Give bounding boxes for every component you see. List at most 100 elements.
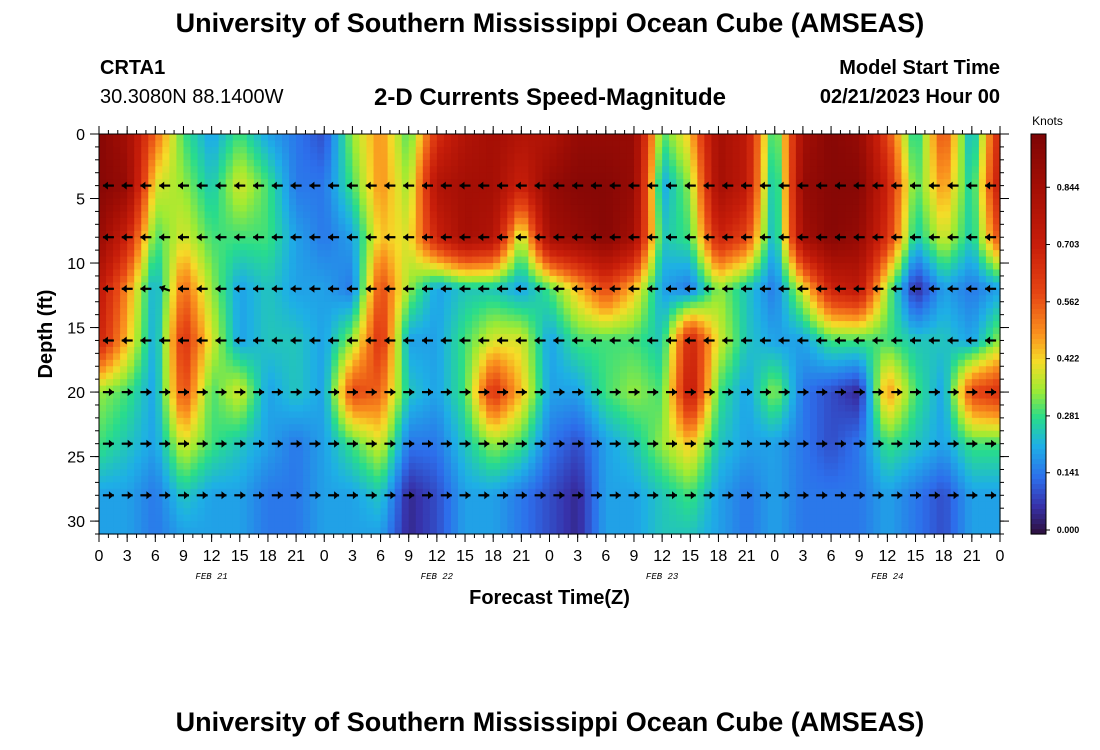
heatmap-cell xyxy=(795,263,804,271)
heatmap-cell xyxy=(908,359,917,367)
heatmap-cell xyxy=(838,217,846,225)
heatmap-cell xyxy=(648,224,656,232)
heatmap-cell xyxy=(612,295,621,303)
heatmap-cell xyxy=(577,172,586,180)
heatmap-cell xyxy=(619,263,628,271)
heatmap-cell xyxy=(296,301,304,309)
heatmap-cell xyxy=(450,237,459,245)
heatmap-cell xyxy=(401,334,410,342)
heatmap-cell xyxy=(781,295,790,303)
heatmap-cell xyxy=(183,146,192,154)
heatmap-cell xyxy=(971,288,980,296)
heatmap-cell xyxy=(415,340,424,348)
heatmap-cell xyxy=(127,327,135,335)
heatmap-cell xyxy=(676,346,684,354)
heatmap-cell xyxy=(690,269,698,277)
heatmap-cell xyxy=(718,250,727,258)
heatmap-cell xyxy=(521,172,529,180)
heatmap-cell xyxy=(183,353,192,361)
heatmap-cell xyxy=(408,179,417,187)
heatmap-cell xyxy=(542,372,551,380)
heatmap-cell xyxy=(373,250,382,258)
heatmap-cell xyxy=(866,275,874,283)
heatmap-cell xyxy=(120,192,128,200)
heatmap-cell xyxy=(246,295,255,303)
heatmap-cell xyxy=(549,204,558,213)
heatmap-cell xyxy=(767,275,776,283)
heatmap-cell xyxy=(795,198,804,206)
heatmap-cell xyxy=(936,237,945,245)
heatmap-cell xyxy=(352,288,361,296)
heatmap-cell xyxy=(324,243,332,251)
heatmap-cell xyxy=(704,366,712,374)
heatmap-cell xyxy=(760,295,769,303)
heatmap-cell xyxy=(838,204,846,213)
heatmap-cell xyxy=(633,295,642,303)
heatmap-cell xyxy=(486,301,494,309)
heatmap-cell xyxy=(852,179,860,187)
heatmap-cell xyxy=(683,269,691,277)
heatmap-cell xyxy=(422,217,431,225)
heatmap-cell xyxy=(556,275,565,283)
heatmap-cell xyxy=(486,314,494,322)
heatmap-cell xyxy=(619,379,628,387)
heatmap-cell xyxy=(943,308,952,316)
heatmap-cell xyxy=(429,159,438,167)
heatmap-cell xyxy=(739,295,748,303)
heatmap-cell xyxy=(697,185,705,193)
heatmap-cell xyxy=(296,314,304,322)
heatmap-cell xyxy=(436,256,445,264)
heatmap-cell xyxy=(633,159,642,167)
heatmap-cell xyxy=(584,185,593,193)
heatmap-cell xyxy=(218,275,227,283)
heatmap-cell xyxy=(957,275,966,283)
heatmap-cell xyxy=(690,237,698,245)
heatmap-cell xyxy=(901,301,910,309)
heatmap-cell xyxy=(908,366,917,374)
heatmap-cell xyxy=(641,153,649,161)
heatmap-cell xyxy=(641,146,649,154)
heatmap-cell xyxy=(183,308,192,316)
heatmap-cell xyxy=(549,321,558,329)
heatmap-cell xyxy=(211,172,220,180)
heatmap-cell xyxy=(204,353,213,361)
heatmap-cell xyxy=(964,159,973,167)
heatmap-cell xyxy=(746,327,755,335)
heatmap-cell xyxy=(887,159,896,167)
heatmap-cell xyxy=(859,256,867,264)
heatmap-cell xyxy=(486,134,494,142)
heatmap-cell xyxy=(985,366,994,374)
heatmap-cell xyxy=(852,301,860,309)
heatmap-cell xyxy=(99,282,107,290)
heatmap-cell xyxy=(331,134,339,142)
heatmap-cell xyxy=(957,243,966,251)
heatmap-cell xyxy=(908,275,917,283)
heatmap-cell xyxy=(549,192,558,200)
heatmap-cell xyxy=(711,243,720,251)
heatmap-cell xyxy=(633,256,642,264)
heatmap-cell xyxy=(352,263,361,271)
heatmap-cell xyxy=(760,269,769,277)
heatmap-cell xyxy=(690,198,698,206)
heatmap-cell xyxy=(824,288,832,296)
heatmap-cell xyxy=(831,217,839,225)
heatmap-cell xyxy=(535,211,544,219)
heatmap-cell xyxy=(859,237,867,245)
heatmap-cell xyxy=(655,256,663,264)
heatmap-cell xyxy=(929,327,938,335)
heatmap-cell xyxy=(612,230,621,238)
heatmap-cell xyxy=(317,269,325,277)
heatmap-cell xyxy=(746,308,755,316)
heatmap-cell xyxy=(380,288,389,296)
heatmap-cell xyxy=(971,269,980,277)
heatmap-cell xyxy=(479,359,487,367)
heatmap-cell xyxy=(106,198,114,206)
heatmap-cell xyxy=(535,250,544,258)
heatmap-cell xyxy=(148,146,156,154)
heatmap-cell xyxy=(338,230,346,238)
heatmap-cell xyxy=(289,217,297,225)
heatmap-cell xyxy=(633,314,642,322)
heatmap-cell xyxy=(169,359,178,367)
heatmap-cell xyxy=(429,275,438,283)
heatmap-cell xyxy=(767,192,776,200)
